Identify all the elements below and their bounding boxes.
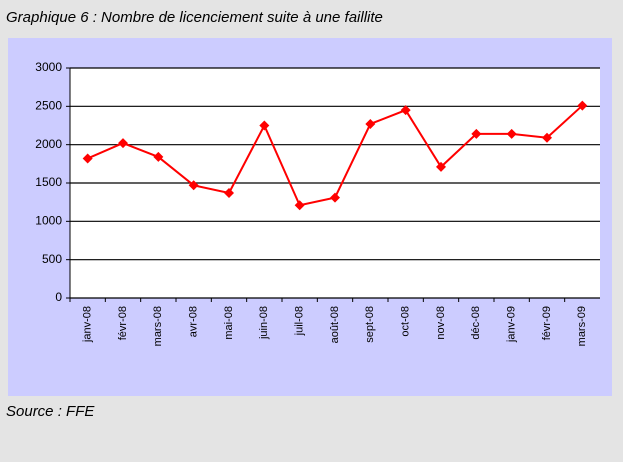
x-tick-label: oct-08 bbox=[400, 306, 412, 337]
x-tick-label: févr-08 bbox=[117, 306, 129, 340]
marker bbox=[506, 128, 517, 139]
source: Source : FFE bbox=[6, 403, 95, 420]
x-tick-label: déc-08 bbox=[470, 306, 482, 340]
marker bbox=[330, 192, 340, 203]
marker bbox=[365, 118, 376, 129]
marker bbox=[294, 200, 305, 211]
marker bbox=[577, 100, 588, 111]
marker bbox=[400, 105, 411, 116]
x-tick-label: mai-08 bbox=[223, 306, 235, 340]
x-tick-label: sept-08 bbox=[364, 306, 376, 343]
marker bbox=[153, 151, 164, 162]
y-tick-label: 2500 bbox=[35, 99, 62, 113]
x-tick-label: juin-08 bbox=[258, 306, 270, 340]
marker bbox=[542, 132, 552, 143]
x-tick-label: mars-08 bbox=[152, 306, 164, 346]
marker bbox=[118, 138, 128, 149]
x-tick-label: mars-09 bbox=[576, 306, 588, 346]
y-tick-label: 3000 bbox=[35, 60, 62, 74]
y-tick-label: 1000 bbox=[35, 214, 62, 228]
marker bbox=[82, 153, 93, 164]
y-tick-label: 2000 bbox=[35, 137, 62, 151]
marker bbox=[188, 180, 199, 191]
x-tick-label: nov-08 bbox=[435, 306, 447, 340]
y-tick-label: 1500 bbox=[35, 175, 62, 189]
chart-title: Graphique 6 : Nombre de licenciement sui… bbox=[6, 9, 383, 26]
marker bbox=[259, 120, 270, 131]
y-tick-label: 0 bbox=[55, 290, 62, 304]
marker bbox=[436, 161, 446, 172]
marker bbox=[471, 128, 482, 139]
x-tick-label: avr-08 bbox=[188, 306, 200, 337]
x-tick-label: févr-09 bbox=[541, 306, 553, 340]
x-tick-label: juil-08 bbox=[294, 306, 306, 336]
x-tick-label: août-08 bbox=[329, 306, 341, 343]
x-tick-label: janv-09 bbox=[506, 306, 518, 343]
x-tick-label: janv-08 bbox=[82, 306, 94, 343]
marker bbox=[224, 187, 234, 198]
y-tick-label: 500 bbox=[42, 252, 62, 266]
